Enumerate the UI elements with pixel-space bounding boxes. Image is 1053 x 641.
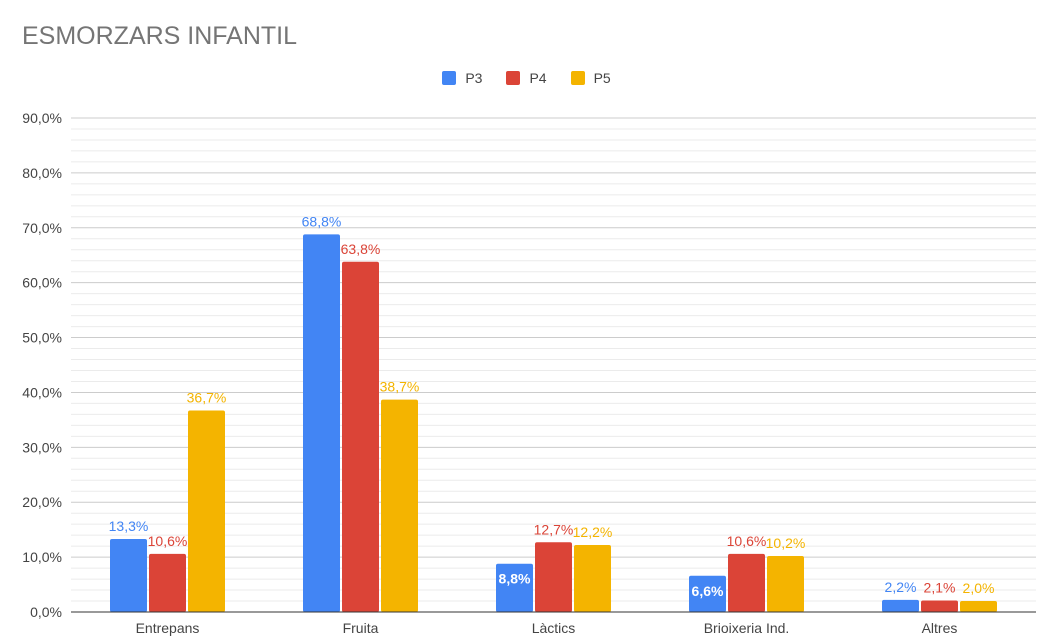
data-label-p4: 10,6% <box>148 533 188 549</box>
bar-p3 <box>303 234 340 612</box>
y-tick-label: 20,0% <box>22 494 62 510</box>
bar-p3 <box>882 599 919 612</box>
y-tick-label: 10,0% <box>22 549 62 565</box>
y-tick-label: 60,0% <box>22 275 62 291</box>
data-label-p4: 63,8% <box>341 241 381 257</box>
legend-swatch-p3 <box>442 71 457 85</box>
data-label-p3: 68,8% <box>302 213 342 229</box>
legend-swatch-p5 <box>570 71 585 85</box>
legend-label-p5: P5 <box>593 70 611 86</box>
bar-p4 <box>342 261 379 612</box>
data-label-p3: 2,2% <box>885 579 917 595</box>
bar-p5 <box>767 556 804 612</box>
bar-p3 <box>689 575 726 612</box>
legend-item-p4[interactable]: P4 <box>506 70 547 86</box>
data-label-p3: 8,8% <box>499 571 531 587</box>
bar-p5 <box>960 601 997 612</box>
data-label-p3: 13,3% <box>109 518 149 534</box>
legend-label-p4: P4 <box>529 70 547 86</box>
data-label-p3: 6,6% <box>692 583 724 599</box>
data-label-p4: 10,6% <box>727 533 767 549</box>
bar-p5 <box>381 399 418 612</box>
y-tick-label: 90,0% <box>22 110 62 126</box>
y-tick-label: 30,0% <box>22 439 62 455</box>
legend-item-p3[interactable]: P3 <box>442 70 482 86</box>
x-tick-label: Brioixeria Ind. <box>704 620 790 636</box>
y-tick-label: 70,0% <box>22 220 62 236</box>
data-label-p5: 10,2% <box>766 535 806 551</box>
legend-item-p5[interactable]: P5 <box>570 70 611 86</box>
bar-p5 <box>574 545 611 612</box>
x-tick-label: Entrepans <box>136 620 200 636</box>
bar-p3 <box>496 563 533 612</box>
bar-p4 <box>728 553 765 612</box>
data-label-p5: 2,0% <box>963 580 995 596</box>
data-label-p5: 38,7% <box>380 379 420 395</box>
bar-p4 <box>921 600 958 612</box>
data-label-p5: 36,7% <box>187 390 227 406</box>
chart-title: ESMORZARS INFANTIL <box>22 22 298 50</box>
x-tick-label: Fruita <box>343 620 379 636</box>
bar-p4 <box>535 542 572 612</box>
x-tick-label: Làctics <box>532 620 576 636</box>
chart-legend: P3 P4 P5 <box>0 70 1053 86</box>
y-tick-label: 80,0% <box>22 165 62 181</box>
x-tick-label: Altres <box>922 620 958 636</box>
data-label-p5: 12,2% <box>573 524 613 540</box>
bar-p3 <box>110 538 147 612</box>
legend-swatch-p4 <box>506 71 521 85</box>
data-label-p4: 2,1% <box>924 579 956 595</box>
y-tick-label: 40,0% <box>22 384 62 400</box>
bar-p5 <box>188 410 225 612</box>
data-label-p4: 12,7% <box>534 521 574 537</box>
y-tick-label: 0,0% <box>30 604 62 620</box>
bar-p4 <box>149 553 186 612</box>
y-tick-label: 50,0% <box>22 330 62 346</box>
legend-label-p3: P3 <box>465 70 483 86</box>
